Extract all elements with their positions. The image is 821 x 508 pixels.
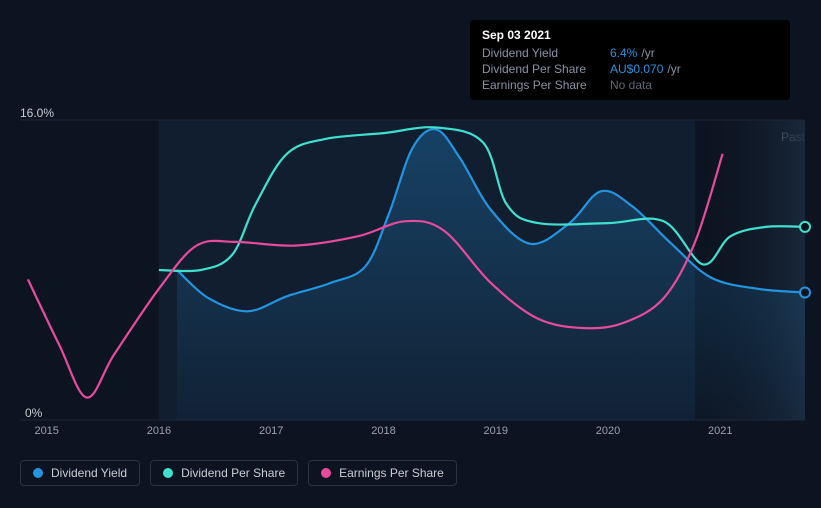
x-tick: 2016 <box>147 425 171 437</box>
legend-label: Earnings Per Share <box>339 466 444 480</box>
legend-item-earnings-per-share[interactable]: Earnings Per Share <box>308 460 457 486</box>
dividend-chart: Sep 03 2021 Dividend Yield 6.4% /yr Divi… <box>20 20 805 450</box>
legend-dot-icon <box>163 468 173 478</box>
tooltip-value: AU$0.070 <box>610 62 663 76</box>
tooltip-row: Dividend Per Share AU$0.070 /yr <box>482 62 778 76</box>
tooltip-key: Dividend Yield <box>482 46 610 60</box>
legend-dot-icon <box>321 468 331 478</box>
legend-item-dividend-yield[interactable]: Dividend Yield <box>20 460 140 486</box>
chart-plot-area[interactable] <box>20 120 805 420</box>
x-tick: 2015 <box>34 425 58 437</box>
x-tick: 2020 <box>596 425 620 437</box>
tooltip-row: Dividend Yield 6.4% /yr <box>482 46 778 60</box>
x-tick: 2021 <box>708 425 732 437</box>
legend-label: Dividend Yield <box>51 466 127 480</box>
x-tick: 2018 <box>371 425 395 437</box>
legend-label: Dividend Per Share <box>181 466 285 480</box>
tooltip-key: Dividend Per Share <box>482 62 610 76</box>
y-axis-max-label: 16.0% <box>20 106 54 120</box>
x-axis: 2015 2016 2017 2018 2019 2020 2021 <box>20 425 805 445</box>
x-tick: 2019 <box>483 425 507 437</box>
tooltip-key: Earnings Per Share <box>482 78 610 92</box>
tooltip-unit: /yr <box>667 62 680 76</box>
legend-item-dividend-per-share[interactable]: Dividend Per Share <box>150 460 298 486</box>
tooltip-value: No data <box>610 78 652 92</box>
tooltip-date: Sep 03 2021 <box>482 28 778 42</box>
chart-legend: Dividend Yield Dividend Per Share Earnings… <box>20 460 457 486</box>
tooltip-value: 6.4% <box>610 46 637 60</box>
tooltip-row: Earnings Per Share No data <box>482 78 778 92</box>
legend-dot-icon <box>33 468 43 478</box>
chart-tooltip: Sep 03 2021 Dividend Yield 6.4% /yr Divi… <box>470 20 790 100</box>
tooltip-unit: /yr <box>641 46 654 60</box>
x-tick: 2017 <box>259 425 283 437</box>
